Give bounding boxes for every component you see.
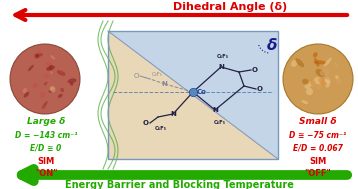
Ellipse shape bbox=[43, 74, 49, 79]
Ellipse shape bbox=[40, 92, 45, 98]
Ellipse shape bbox=[58, 94, 63, 98]
Text: Large δ: Large δ bbox=[27, 118, 65, 126]
Circle shape bbox=[283, 44, 353, 114]
Ellipse shape bbox=[68, 78, 77, 83]
Ellipse shape bbox=[301, 100, 308, 104]
Ellipse shape bbox=[315, 69, 325, 77]
Ellipse shape bbox=[48, 90, 54, 93]
Ellipse shape bbox=[50, 87, 54, 90]
Ellipse shape bbox=[28, 65, 34, 71]
Text: E/D = 0.067: E/D = 0.067 bbox=[293, 143, 343, 153]
Circle shape bbox=[10, 44, 80, 114]
Ellipse shape bbox=[70, 82, 73, 86]
Text: O: O bbox=[143, 120, 149, 126]
Text: N: N bbox=[212, 107, 218, 113]
Ellipse shape bbox=[44, 82, 48, 85]
Text: C₆F₅: C₆F₅ bbox=[217, 53, 229, 59]
Ellipse shape bbox=[306, 88, 313, 95]
Ellipse shape bbox=[61, 88, 64, 92]
Ellipse shape bbox=[50, 71, 53, 74]
Text: "ON": "ON" bbox=[35, 170, 57, 178]
Ellipse shape bbox=[49, 64, 52, 70]
Ellipse shape bbox=[318, 78, 327, 86]
Ellipse shape bbox=[323, 71, 329, 81]
Ellipse shape bbox=[295, 58, 304, 67]
Ellipse shape bbox=[33, 83, 38, 88]
Ellipse shape bbox=[314, 60, 326, 64]
Ellipse shape bbox=[45, 62, 52, 66]
Ellipse shape bbox=[304, 81, 313, 89]
Ellipse shape bbox=[315, 80, 321, 90]
Ellipse shape bbox=[335, 75, 339, 79]
Ellipse shape bbox=[35, 53, 43, 57]
Text: C₆F₅: C₆F₅ bbox=[155, 125, 167, 130]
Text: D ≅ −75 cm⁻¹: D ≅ −75 cm⁻¹ bbox=[289, 130, 347, 139]
Text: C₆F₅: C₆F₅ bbox=[151, 71, 163, 77]
Text: N: N bbox=[161, 81, 167, 87]
Text: O: O bbox=[252, 67, 258, 73]
Text: O: O bbox=[257, 86, 263, 92]
Ellipse shape bbox=[334, 62, 338, 67]
Ellipse shape bbox=[34, 51, 42, 57]
Ellipse shape bbox=[311, 79, 316, 88]
Polygon shape bbox=[108, 31, 278, 159]
Ellipse shape bbox=[50, 55, 55, 60]
Text: Energy Barrier and Blocking Temperature: Energy Barrier and Blocking Temperature bbox=[64, 180, 294, 189]
Ellipse shape bbox=[314, 58, 319, 67]
Text: C₆F₅: C₆F₅ bbox=[214, 119, 226, 125]
Ellipse shape bbox=[46, 66, 55, 71]
Ellipse shape bbox=[324, 58, 332, 67]
Ellipse shape bbox=[24, 92, 29, 98]
Text: SIM: SIM bbox=[37, 156, 55, 166]
Text: SIM: SIM bbox=[309, 156, 326, 166]
Ellipse shape bbox=[336, 78, 341, 84]
Ellipse shape bbox=[57, 70, 66, 76]
Text: δ: δ bbox=[267, 39, 277, 53]
Text: Small δ: Small δ bbox=[299, 118, 337, 126]
Text: O: O bbox=[133, 73, 139, 79]
Ellipse shape bbox=[313, 52, 318, 57]
Ellipse shape bbox=[324, 77, 330, 88]
Ellipse shape bbox=[291, 60, 297, 67]
Text: E/D ≅ 0: E/D ≅ 0 bbox=[30, 143, 62, 153]
Ellipse shape bbox=[42, 101, 48, 109]
Text: "OFF": "OFF" bbox=[305, 170, 332, 178]
Text: N: N bbox=[170, 111, 176, 117]
Text: N: N bbox=[218, 64, 224, 70]
Ellipse shape bbox=[310, 79, 319, 88]
Ellipse shape bbox=[302, 79, 309, 84]
Ellipse shape bbox=[314, 77, 321, 84]
Text: Co: Co bbox=[197, 89, 207, 95]
Ellipse shape bbox=[50, 86, 55, 93]
Ellipse shape bbox=[325, 78, 330, 83]
Ellipse shape bbox=[34, 54, 39, 59]
Ellipse shape bbox=[320, 68, 330, 76]
Ellipse shape bbox=[23, 88, 27, 93]
Text: Dihedral Angle (δ): Dihedral Angle (δ) bbox=[173, 2, 287, 12]
Polygon shape bbox=[108, 31, 278, 159]
Text: D = −143 cm⁻¹: D = −143 cm⁻¹ bbox=[15, 130, 77, 139]
